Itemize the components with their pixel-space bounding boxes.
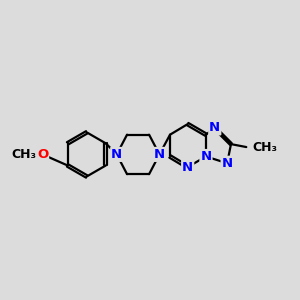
Text: O: O [37, 148, 48, 161]
Text: N: N [200, 150, 211, 163]
Text: N: N [222, 157, 233, 170]
Text: N: N [154, 148, 165, 161]
Text: N: N [209, 122, 220, 134]
Text: CH₃: CH₃ [11, 148, 36, 161]
Text: CH₃: CH₃ [252, 141, 277, 154]
Text: N: N [182, 160, 193, 174]
Text: N: N [111, 148, 122, 161]
